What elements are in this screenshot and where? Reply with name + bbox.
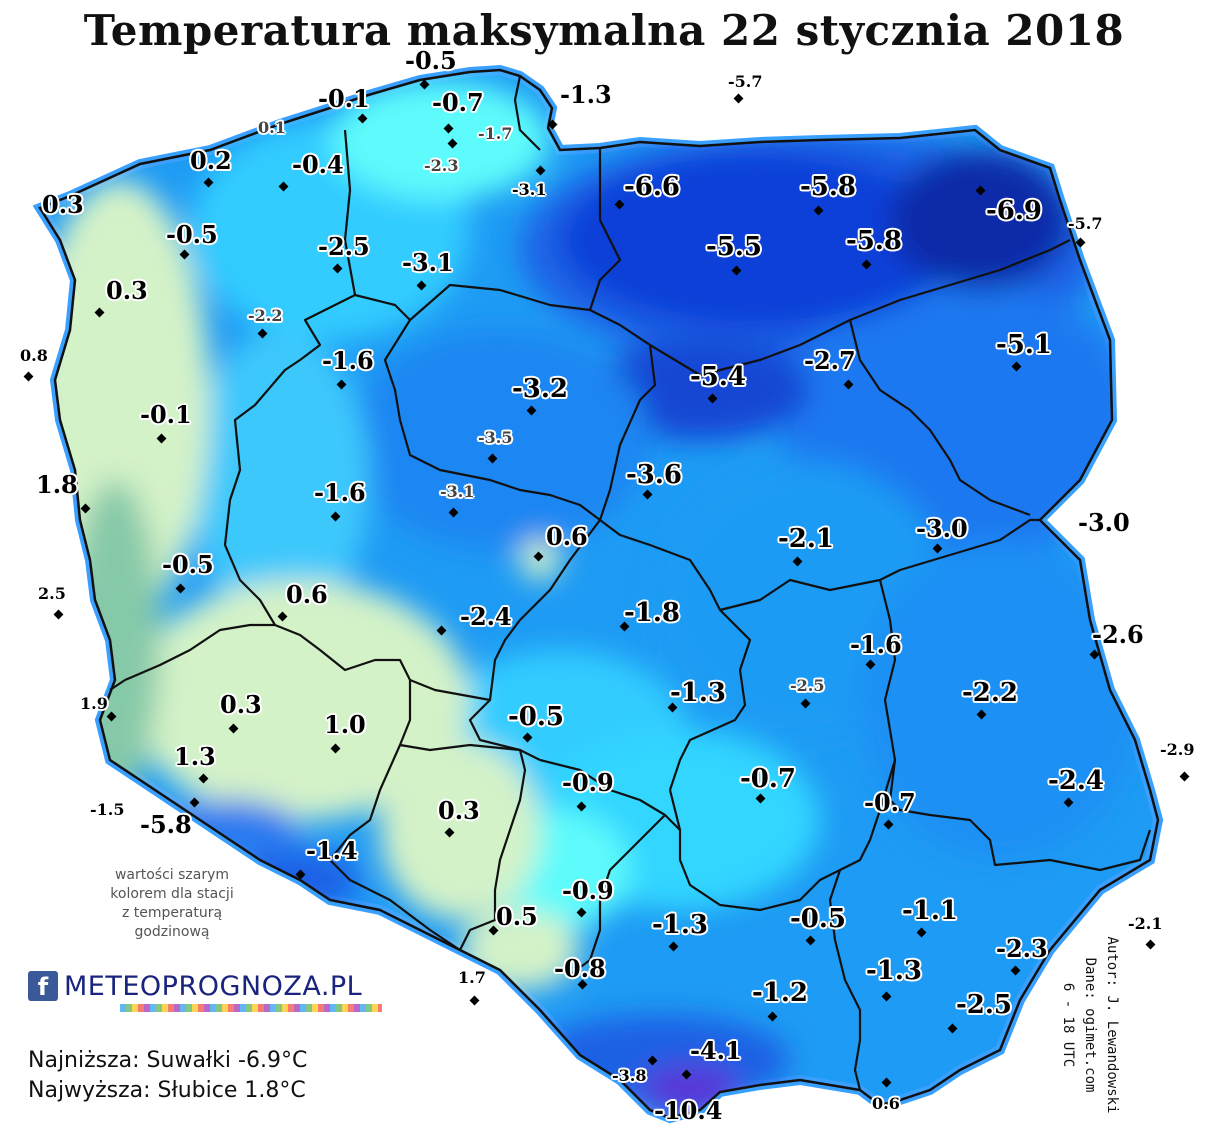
station-temperature-label: -2.5 <box>318 232 370 261</box>
station-temperature-label: -2.1 <box>778 524 835 554</box>
station-temperature-label: -6.6 <box>624 172 681 202</box>
station-temperature-label: -5.8 <box>846 226 903 256</box>
station-temperature-label: -1.5 <box>90 800 125 819</box>
station-temperature-label: 2.5 <box>38 584 66 603</box>
extremes-summary: Najniższa: Suwałki -6.9°C Najwyższa: Słu… <box>28 1046 307 1106</box>
station-temperature-label: 0.1 <box>258 118 286 137</box>
station-temperature-label: -3.5 <box>478 428 513 447</box>
station-temperature-label: -3.2 <box>512 374 569 404</box>
station-temperature-label: -0.5 <box>162 550 214 579</box>
brand-logo[interactable]: f METEOPROGNOZA.PL <box>28 968 362 1004</box>
station-temperature-label: -0.9 <box>562 768 614 797</box>
station-temperature-label: -2.7 <box>804 346 856 375</box>
station-temperature-label: -5.1 <box>996 330 1053 360</box>
station-temperature-label: -1.3 <box>560 80 612 109</box>
station-temperature-label: -3.1 <box>440 482 475 501</box>
station-temperature-label: -2.1 <box>1128 914 1163 933</box>
station-temperature-label: 1.9 <box>80 694 108 713</box>
lowest-temperature: Najniższa: Suwałki -6.9°C <box>28 1048 308 1073</box>
station-temperature-label: -2.5 <box>956 990 1013 1020</box>
station-temperature-label: -0.5 <box>790 904 847 934</box>
station-temperature-label: 0.2 <box>190 146 232 175</box>
station-temperature-label: -3.8 <box>612 1066 647 1085</box>
station-temperature-label: -10.4 <box>654 1096 723 1125</box>
station-temperature-label: -1.8 <box>624 598 681 628</box>
station-temperature-label: -2.3 <box>996 934 1048 963</box>
station-temperature-label: 1.8 <box>36 470 78 499</box>
map-title: Temperatura maksymalna 22 stycznia 2018 <box>83 6 1125 55</box>
station-temperature-label: -2.9 <box>1160 740 1195 759</box>
station-temperature-label: -5.8 <box>140 810 192 839</box>
station-temperature-label: -1.7 <box>478 124 513 143</box>
station-temperature-label: -1.6 <box>322 346 374 375</box>
station-temperature-label: -3.0 <box>916 514 968 543</box>
station-temperature-label: -3.6 <box>626 460 683 490</box>
station-temperature-label: 1.0 <box>324 710 366 739</box>
station-temperature-label: -5.4 <box>690 362 747 392</box>
station-temperature-label: -0.9 <box>562 876 614 905</box>
station-temperature-label: -0.7 <box>740 764 797 794</box>
station-temperature-label: -1.6 <box>314 478 366 507</box>
station-temperature-label: -2.4 <box>1048 766 1105 796</box>
brand-name: METEOPROGNOZA.PL <box>64 970 363 1002</box>
station-temperature-label: -0.7 <box>432 88 484 117</box>
note-line: kolorem dla stacji <box>110 886 234 902</box>
highest-temperature: Najwyższa: Słubice 1.8°C <box>28 1078 306 1103</box>
station-temperature-label: -5.5 <box>706 232 763 262</box>
station-temperature-label: -2.2 <box>248 306 283 325</box>
station-temperature-label: 1.7 <box>458 968 486 987</box>
station-temperature-label: -3.0 <box>1078 508 1130 537</box>
station-temperature-label: -1.3 <box>866 956 923 986</box>
station-temperature-label: -0.1 <box>318 84 370 113</box>
station-temperature-label: 0.3 <box>106 276 148 305</box>
facebook-icon[interactable]: f <box>28 971 58 1001</box>
note-line: z temperaturą <box>121 905 223 921</box>
station-temperature-label: -1.6 <box>850 630 902 659</box>
station-temperature-label: -5.8 <box>800 172 857 202</box>
station-temperature-label: 0.6 <box>872 1094 900 1113</box>
station-temperature-label: -6.9 <box>986 196 1043 226</box>
station-temperature-label: -0.5 <box>166 220 218 249</box>
station-temperature-label: -1.4 <box>306 836 358 865</box>
station-temperature-label: -0.5 <box>508 702 565 732</box>
credit-author: Autor: J. Lewandowski <box>1104 936 1120 1114</box>
station-temperature-label: -1.2 <box>752 978 809 1008</box>
station-temperature-label: -2.2 <box>962 678 1019 708</box>
station-temperature-label: -0.5 <box>405 46 457 75</box>
station-temperature-label: -0.8 <box>554 954 606 983</box>
station-temperature-label: -0.1 <box>140 400 192 429</box>
station-temperature-label: -1.3 <box>670 678 727 708</box>
station-temperature-label: -5.7 <box>1068 214 1103 233</box>
station-temperature-label: 0.6 <box>286 580 328 609</box>
station-temperature-label: -2.4 <box>460 602 512 631</box>
station-temperature-label: -5.7 <box>728 72 763 91</box>
gray-values-note: wartości szarym kolorem dla stacji z tem… <box>82 866 262 942</box>
voivodeship-borders <box>109 75 1152 1091</box>
station-temperature-label: 1.3 <box>174 742 216 771</box>
station-temperature-label: -3.1 <box>402 248 454 277</box>
station-temperature-label: 0.3 <box>42 190 84 219</box>
station-temperature-label: -4.1 <box>690 1036 742 1065</box>
station-temperature-label: -2.6 <box>1092 620 1144 649</box>
station-temperature-label: 0.8 <box>20 346 48 365</box>
note-line: godzinową <box>134 924 210 940</box>
station-temperature-label: -0.7 <box>864 788 916 817</box>
station-temperature-label: 0.6 <box>546 522 588 551</box>
credit-data-source: Dane: ogimet.com <box>1082 957 1098 1093</box>
station-temperature-label: -0.4 <box>292 150 344 179</box>
brand-color-bar <box>120 1004 382 1012</box>
station-temperature-label: 0.3 <box>438 796 480 825</box>
station-temperature-label: -1.3 <box>652 910 709 940</box>
station-temperature-label: -3.1 <box>512 180 547 199</box>
credits-block: Autor: J. Lewandowski Dane: ogimet.com 6… <box>1053 930 1143 1120</box>
station-temperature-label: 0.5 <box>496 902 538 931</box>
station-temperature-label: -2.5 <box>790 676 825 695</box>
credit-period: 6 - 18 UTC <box>1060 982 1076 1068</box>
note-line: wartości szarym <box>114 867 230 883</box>
station-temperature-label: -1.1 <box>902 896 959 926</box>
station-temperature-label: -2.3 <box>424 156 459 175</box>
station-temperature-label: 0.3 <box>220 690 262 719</box>
